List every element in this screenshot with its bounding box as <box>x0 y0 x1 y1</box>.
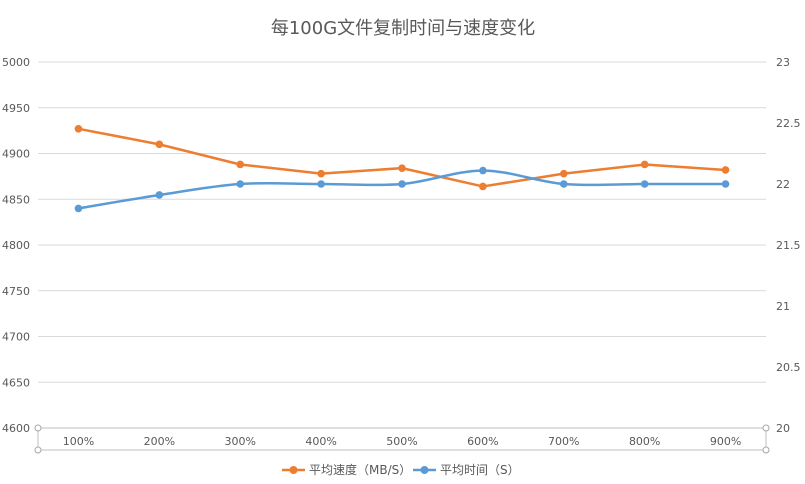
legend-label-speed: 平均速度（MB/S） <box>309 462 411 477</box>
data-point-time[interactable] <box>236 180 245 188</box>
data-point-time[interactable] <box>155 191 164 199</box>
x-tick-label: 500% <box>386 435 417 448</box>
data-point-time[interactable] <box>559 180 568 188</box>
legend-label-time: 平均时间（S） <box>440 463 520 477</box>
x-tick-label: 100% <box>63 435 94 448</box>
data-point-speed[interactable] <box>479 182 487 191</box>
x-tick-label: 400% <box>305 435 336 448</box>
resize-handle-top-right[interactable] <box>762 424 770 432</box>
x-tick-label: 300% <box>224 435 255 448</box>
right-tick-label: 22 <box>776 178 790 191</box>
series-line-speed <box>78 127 726 188</box>
right-tick-label: 21.5 <box>776 239 801 252</box>
data-point-speed[interactable] <box>236 160 245 169</box>
data-point-speed[interactable] <box>640 160 649 169</box>
left-tick-label: 4700 <box>2 331 30 344</box>
series <box>74 124 730 213</box>
data-point-speed[interactable] <box>155 140 164 149</box>
x-tick-label: 600% <box>467 435 498 448</box>
data-point-time[interactable] <box>74 204 83 213</box>
x-axis: 100% 200% 300% 400% 500% 600% 700% 800% 900% <box>63 435 742 448</box>
right-tick-label: 20.5 <box>776 361 801 374</box>
right-tick-label: 22.5 <box>776 117 801 130</box>
left-tick-label: 4650 <box>2 376 30 389</box>
left-tick-label: 5000 <box>2 56 30 69</box>
resize-handle-bottom-right[interactable] <box>762 446 770 454</box>
resize-handle-bottom-left[interactable] <box>34 446 42 454</box>
legend-item-speed[interactable]: 平均速度（MB/S） <box>282 462 411 477</box>
series-line-time <box>78 169 726 210</box>
left-tick-label: 4600 <box>2 422 30 435</box>
data-point-time[interactable] <box>721 180 730 188</box>
left-tick-label: 4850 <box>2 193 30 206</box>
left-tick-label: 4950 <box>2 102 30 115</box>
right-tick-label: 23 <box>776 56 790 69</box>
right-axis: 23 22.5 22 21.5 21 20.5 20 <box>776 56 801 435</box>
data-point-speed[interactable] <box>74 124 83 133</box>
data-point-speed[interactable] <box>317 169 325 178</box>
left-tick-label: 4900 <box>2 148 30 161</box>
data-point-time[interactable] <box>479 166 487 175</box>
data-point-time[interactable] <box>317 180 325 188</box>
x-tick-label: 800% <box>629 435 660 448</box>
legend-marker-time <box>420 466 429 474</box>
gridlines <box>38 61 766 383</box>
data-point-speed[interactable] <box>721 166 730 174</box>
x-tick-label: 900% <box>710 435 741 448</box>
legend-item-time[interactable]: 平均时间（S） <box>413 463 520 477</box>
data-point-speed[interactable] <box>398 164 406 172</box>
x-tick-label: 200% <box>144 435 175 448</box>
legend-marker-speed <box>289 466 298 474</box>
right-tick-label: 21 <box>776 300 790 313</box>
left-tick-label: 4800 <box>2 239 30 252</box>
data-point-time[interactable] <box>640 180 649 188</box>
chart-title: 每100G文件复制时间与速度变化 <box>271 18 535 39</box>
right-tick-label: 20 <box>776 422 790 435</box>
left-tick-label: 4750 <box>2 285 30 298</box>
axis-frame <box>37 427 767 451</box>
left-axis: 5000 4950 4900 4850 4800 4750 4700 4650 4600 <box>2 56 30 435</box>
legend: 平均速度（MB/S） 平均时间（S） <box>282 462 520 477</box>
resize-handle-top-left[interactable] <box>34 424 42 432</box>
data-point-speed[interactable] <box>559 169 568 178</box>
x-tick-label: 700% <box>548 435 579 448</box>
data-point-time[interactable] <box>398 180 406 188</box>
